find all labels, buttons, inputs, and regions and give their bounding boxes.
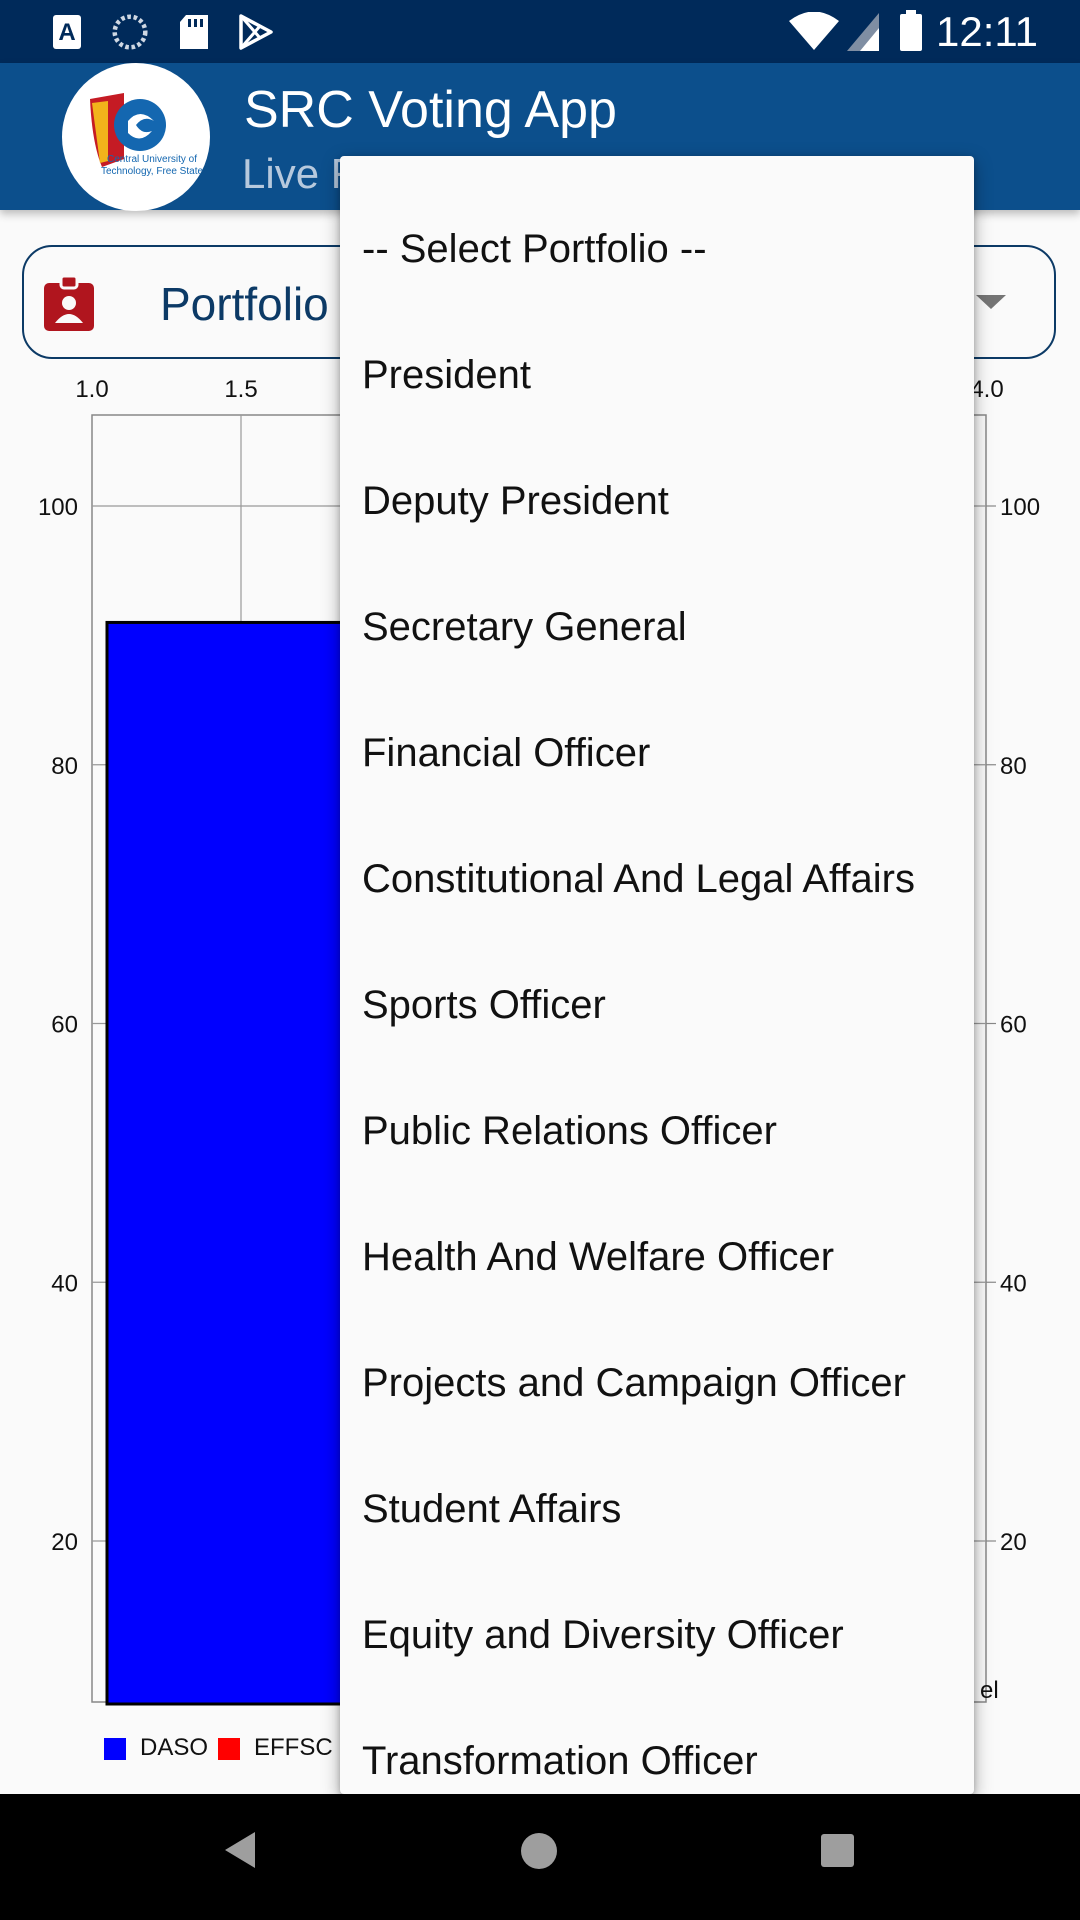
legend-label: DASO [140, 1734, 209, 1761]
dropdown-item[interactable]: Projects and Campaign Officer [362, 1361, 906, 1405]
dropdown-item[interactable]: Health And Welfare Officer [362, 1235, 835, 1279]
app-title: SRC Voting App [244, 81, 617, 139]
status-time: 12:11 [936, 8, 1038, 55]
chart-partial-label: el [980, 1677, 999, 1704]
dropdown-item[interactable]: President [362, 353, 531, 397]
x-tick-label: 1.0 [75, 376, 108, 403]
dropdown-item[interactable]: Student Affairs [362, 1487, 622, 1531]
legend-label: EFFSC [254, 1734, 333, 1761]
y-tick-label-right: 40 [1000, 1270, 1027, 1297]
chevron-down-icon [976, 295, 1006, 309]
dropdown-item-placeholder[interactable]: -- Select Portfolio -- [362, 227, 707, 271]
dropdown-item[interactable]: Public Relations Officer [362, 1109, 777, 1153]
back-icon[interactable] [225, 1832, 255, 1868]
navigation-bar [0, 1794, 1080, 1920]
y-tick-label: 40 [51, 1270, 78, 1297]
y-tick-label-right: 100 [1000, 494, 1040, 521]
dropdown-item[interactable]: Deputy President [362, 479, 669, 523]
dropdown-item[interactable]: Equity and Diversity Officer [362, 1613, 844, 1657]
sd-card-icon [180, 15, 208, 49]
university-logo: Central University of Technology, Free S… [62, 63, 210, 211]
signal-icon [847, 13, 879, 51]
y-tick-label: 100 [38, 494, 78, 521]
sync-icon [112, 14, 148, 50]
svg-text:A: A [58, 19, 75, 46]
legend-swatch [104, 1738, 126, 1760]
play-store-icon [239, 14, 273, 50]
dropdown-item[interactable]: Financial Officer [362, 731, 651, 775]
status-bar: A 12:11 [0, 0, 1080, 63]
portfolio-dropdown-menu: -- Select Portfolio -- President Deputy Pr… [340, 156, 974, 1794]
y-tick-label: 60 [51, 1012, 78, 1039]
badge-icon [44, 275, 94, 331]
recent-apps-icon[interactable] [821, 1834, 854, 1867]
legend-swatch [218, 1738, 240, 1760]
portfolio-selector-label: Portfolio [160, 278, 329, 330]
dropdown-item[interactable]: Secretary General [362, 605, 687, 649]
y-tick-label: 80 [51, 753, 78, 780]
battery-icon [900, 10, 922, 51]
x-tick-label: 1.5 [224, 376, 257, 403]
x-tick-label: 4.0 [970, 376, 1003, 403]
logo-text-line2: Technology, Free State [101, 166, 204, 177]
dropdown-item[interactable]: Transformation Officer [362, 1739, 758, 1783]
home-icon[interactable] [521, 1833, 557, 1869]
wifi-icon [789, 12, 839, 50]
dropdown-item[interactable]: Sports Officer [362, 983, 606, 1027]
y-tick-label-right: 80 [1000, 753, 1027, 780]
logo-text-line1: Central University of [107, 154, 197, 165]
y-tick-label: 20 [51, 1529, 78, 1556]
y-tick-label-right: 60 [1000, 1012, 1027, 1039]
accessibility-a-icon: A [53, 15, 81, 49]
dropdown-item[interactable]: Constitutional And Legal Affairs [362, 857, 915, 901]
y-tick-label-right: 20 [1000, 1529, 1027, 1556]
